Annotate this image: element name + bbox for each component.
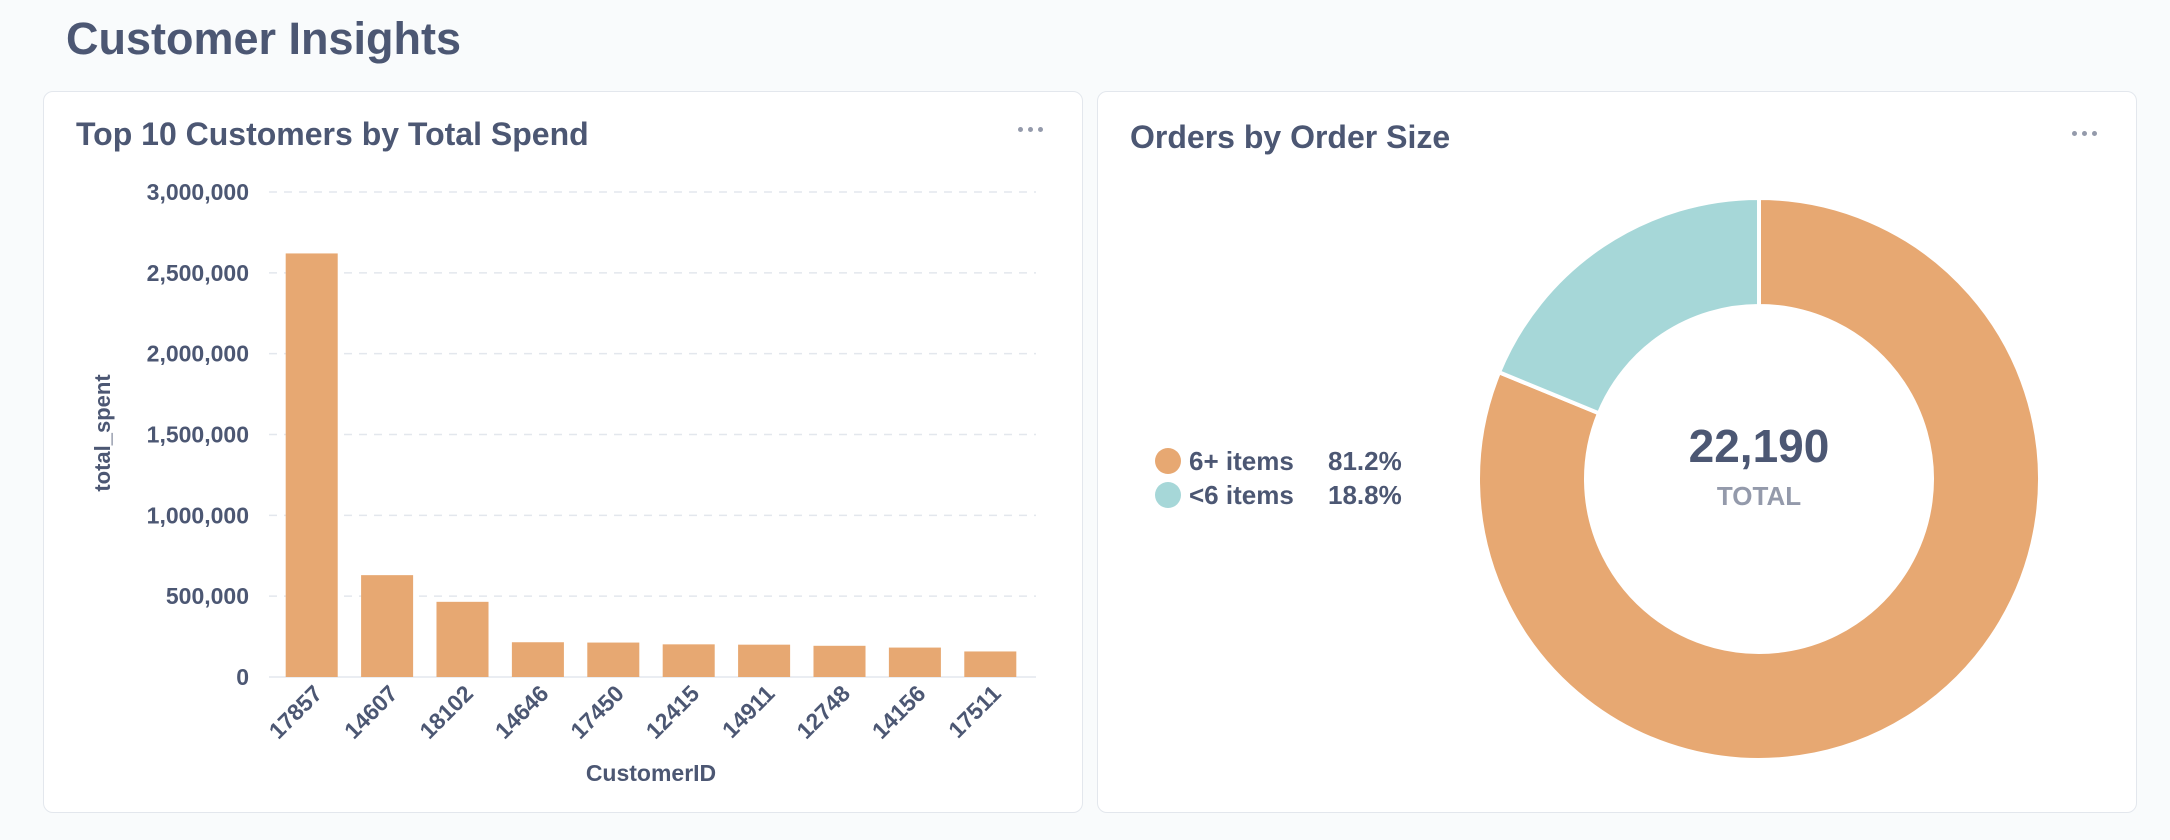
donut-chart: 6+ items 81.2% <6 items 18.8% 22,190 TOTAL [1155,195,2042,762]
x-tick-label: 17857 [264,680,328,744]
x-tick-label: 18102 [414,680,478,744]
x-tick-label: 14911 [717,680,780,743]
bar-14646[interactable] [511,642,564,677]
legend-swatch [1155,448,1181,474]
legend-item[interactable]: <6 items 18.8% [1155,480,1402,510]
orders-chart-more-button[interactable] [2064,118,2104,148]
y-tick-label: 500,000 [166,583,249,609]
legend-label: 6+ items [1189,446,1294,476]
bar-y-axis: 0 500,000 1,000,000 1,500,000 2,000,000 2,500… [147,179,249,690]
x-tick-label: 12748 [791,680,855,744]
donut-center-label: TOTAL [1717,481,1801,511]
bar-17511[interactable] [964,651,1017,677]
orders-chart-title[interactable]: Orders by Order Size [1130,119,1451,155]
legend-swatch [1155,482,1181,508]
y-tick-label: 2,000,000 [147,341,249,367]
y-axis-label: total_spent [90,374,115,492]
x-tick-label: 14646 [490,680,554,744]
ellipsis-icon [2071,130,2097,136]
x-tick-label: 14607 [339,680,403,744]
legend-percent: 18.8% [1328,480,1402,510]
ellipsis-icon [1017,126,1043,132]
bar-x-axis: 17857 14607 18102 14646 17450 12415 14911 12748… [264,680,1006,744]
bar-17857[interactable] [285,253,338,677]
donut-slice-small[interactable] [1496,195,1761,416]
x-axis-label: CustomerID [586,760,716,786]
y-tick-label: 0 [236,664,249,690]
orders-chart-card: Orders by Order Size 6+ items 81.2% <6 ite… [1097,91,2137,813]
legend-item[interactable]: 6+ items 81.2% [1155,446,1402,476]
legend-percent: 81.2% [1328,446,1402,476]
x-tick-label: 17450 [565,680,629,744]
x-tick-label: 12415 [641,680,705,744]
bar-14911[interactable] [738,644,791,677]
spend-chart-title[interactable]: Top 10 Customers by Total Spend [76,116,589,152]
bar-18102[interactable] [436,601,489,677]
spend-chart-card: Top 10 Customers by Total Spend 0 500,000… [43,91,1083,813]
bar-12415[interactable] [662,644,715,677]
bar-14156[interactable] [888,647,941,677]
legend-label: <6 items [1189,480,1294,510]
donut-legend: 6+ items 81.2% <6 items 18.8% [1155,446,1402,510]
donut-slice-large[interactable] [1476,195,2042,762]
y-tick-label: 1,000,000 [147,502,249,528]
bar-series [285,253,1017,677]
spend-chart-more-button[interactable] [1010,114,1050,144]
y-tick-label: 1,500,000 [147,422,249,448]
y-tick-label: 2,500,000 [147,260,249,286]
bar-12748[interactable] [813,645,866,677]
x-tick-label: 14156 [867,680,931,744]
donut-center-value: 22,190 [1689,420,1830,472]
bar-14607[interactable] [361,575,414,677]
page-title: Customer Insights [66,13,462,64]
bar-17450[interactable] [587,642,640,677]
y-tick-label: 3,000,000 [147,179,249,205]
donut-slices [1476,195,2042,762]
bar-chart: 0 500,000 1,000,000 1,500,000 2,000,000 2,500… [90,179,1036,786]
x-tick-label: 17511 [943,680,1006,743]
